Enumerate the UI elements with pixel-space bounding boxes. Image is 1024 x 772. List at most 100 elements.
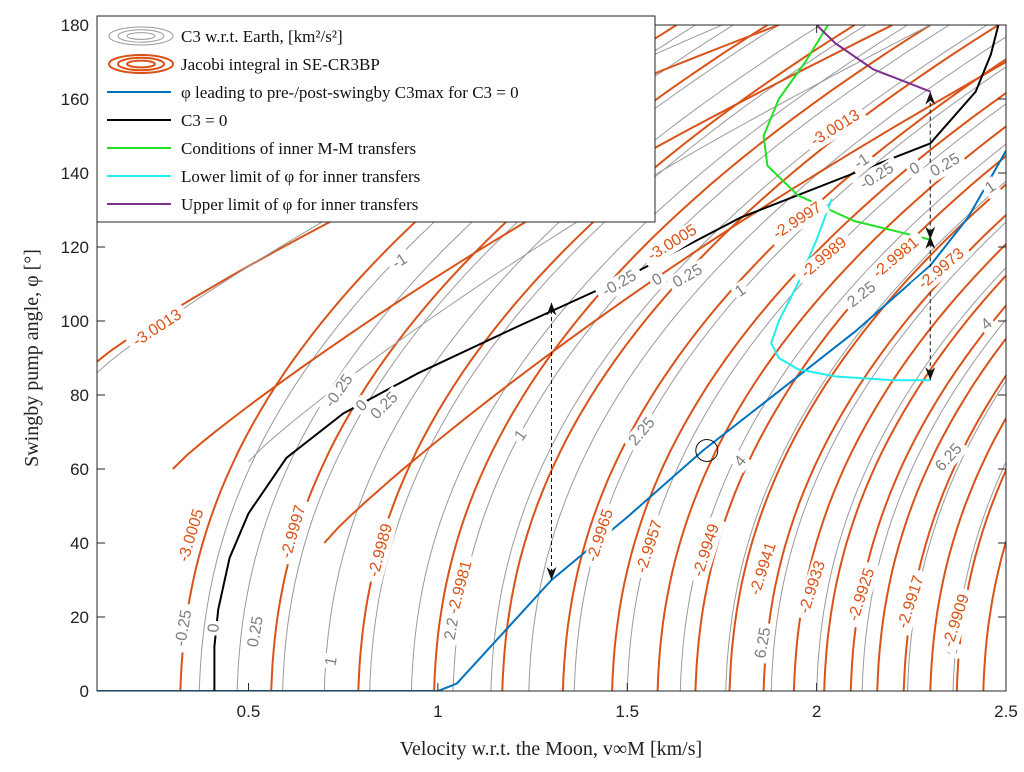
c3-contour	[323, 25, 821, 691]
c3-contour	[410, 25, 908, 691]
jacobi-contour	[762, 213, 1006, 691]
c3-contour-label: -0.25	[172, 609, 195, 648]
circle-marker	[695, 439, 719, 462]
c3-contour-label-bg	[729, 450, 753, 473]
c3-contour-label-bg	[594, 264, 646, 304]
plot-area: -1-1-0.25-0.25-0.2500000.250.250.250.25-…	[97, 25, 1006, 691]
x-tick-label: 1	[433, 702, 442, 721]
y-tick-label: 160	[61, 90, 89, 109]
legend-box	[96, 15, 656, 223]
legend-label: C3 w.r.t. Earth, [km²/s²]	[181, 27, 343, 46]
c3-contour-label-bg	[666, 258, 710, 295]
c3-contour	[626, 103, 1006, 691]
c3-contour	[770, 221, 1006, 691]
legend-label: Conditions of inner M-M transfers	[181, 139, 416, 158]
c3-contour	[952, 460, 1006, 691]
arrowhead-up-0	[546, 302, 557, 316]
jacobi-contour	[823, 274, 1006, 691]
y-axis-title: Swingby pump angle, φ [°]	[21, 249, 43, 467]
jacobi-contour-label-bg	[910, 241, 973, 298]
legend-swatch-contour	[126, 59, 156, 69]
axes: 0.5 1 1.5 2 2.5 0 20 40 60 80 100 120 140 160 180	[61, 16, 1018, 721]
c3-contour	[725, 180, 1006, 691]
c3-contour-label-bg	[979, 176, 1002, 200]
x-tick-label: 1.5	[615, 702, 639, 721]
legend-label: Upper limit of φ for inner transfers	[181, 195, 418, 214]
jacobi-contour-label-bg	[443, 553, 478, 622]
legend-swatch-contour	[117, 56, 165, 72]
legend-label: C3 = 0	[181, 111, 227, 130]
legend-swatch-contour	[117, 29, 165, 43]
y-tick-label: 40	[70, 534, 89, 553]
legend-swatch-contour	[126, 32, 156, 40]
c3-contour	[573, 66, 1006, 691]
y-tick-label: 80	[70, 386, 89, 405]
jacobi-contour-label-bg	[938, 586, 976, 655]
jacobi-contour-label-bg	[765, 195, 831, 247]
c3-contour-label-bg	[904, 157, 926, 181]
legend-swatch-contour	[108, 26, 174, 46]
c3-contour	[369, 25, 867, 691]
jacobi-contour-label-bg	[173, 501, 210, 570]
jacobi-contour-label-bg	[363, 516, 399, 585]
jacobi-contour-label-bg	[276, 497, 312, 566]
jacobi-contour	[728, 183, 1006, 691]
c3-contour-label: 1	[322, 655, 340, 667]
jacobi-contour-label-bg	[640, 218, 706, 269]
y-tick-label: 140	[61, 164, 89, 183]
jacobi-contour	[876, 336, 1006, 691]
jacobi-contour	[561, 58, 1006, 691]
c3-contour-label-bg	[622, 410, 663, 454]
jacobi-contour-label-bg	[794, 553, 832, 622]
series-line-4	[815, 25, 931, 93]
c3-contour-label-bg	[929, 437, 970, 479]
y-tick-label: 180	[61, 16, 89, 35]
c3-contour-label-bg	[243, 610, 269, 654]
c3-contour-label-bg	[318, 366, 361, 417]
jacobi-contour-label-bg	[631, 512, 669, 581]
c3-contour-label-bg	[171, 602, 198, 654]
arrowhead-down-2	[925, 226, 936, 240]
c3-contour-label-bg	[923, 147, 968, 184]
c3-contour-label-bg	[321, 652, 342, 671]
y-tick-label: 120	[61, 238, 89, 257]
c3-contour-label-bg	[509, 424, 533, 447]
y-tick-label: 60	[70, 460, 89, 479]
jacobi-contour-label-bg	[793, 230, 856, 287]
c3-contour-label-bg	[751, 621, 776, 665]
jacobi-contour	[611, 91, 1006, 691]
jacobi-contour-label-bg	[843, 560, 881, 629]
legend-swatch-contour	[108, 54, 174, 74]
x-tick-label: 2	[812, 702, 821, 721]
arrowhead-up-2	[925, 91, 936, 105]
jacobi-contour-label-bg	[803, 103, 869, 154]
y-tick-label: 100	[61, 312, 89, 331]
series-line-0	[97, 150, 1006, 691]
jacobi-contour	[929, 416, 1006, 691]
jacobi-contour-label-bg	[582, 501, 620, 570]
legend-label: Jacobi integral in SE-CR3BP	[181, 55, 380, 74]
legend: C3 w.r.t. Earth, [km²/s²] Jacobi integral…	[96, 15, 656, 223]
x-tick-label: 0.5	[237, 702, 261, 721]
c3-contour-label-bg	[204, 620, 225, 637]
jacobi-contour-label-bg	[892, 568, 930, 637]
c3-contour-label-bg	[729, 279, 752, 303]
jacobi-contour-label-bg	[744, 534, 783, 603]
c3-contour-label-bg	[364, 385, 406, 427]
y-tick-label: 0	[80, 682, 89, 701]
arrowhead-down-0	[546, 567, 557, 580]
jacobi-contour	[656, 125, 1006, 691]
x-axis-title: Velocity w.r.t. the Moon, v∞M [km/s]	[400, 738, 702, 760]
y-tick-label: 20	[70, 608, 89, 627]
x-tick-label: 2.5	[994, 702, 1018, 721]
jacobi-contour	[323, 61, 1006, 544]
c3-contour-label-bg	[840, 275, 884, 315]
c3-contour-label-bg	[975, 313, 999, 337]
jacobi-contour-label-bg	[688, 516, 726, 585]
c3-contour-label: 0	[205, 623, 223, 633]
arrowhead-up-1	[925, 235, 936, 249]
c3-contour-label-bg	[385, 248, 415, 276]
arrowhead-down-1	[925, 367, 936, 381]
